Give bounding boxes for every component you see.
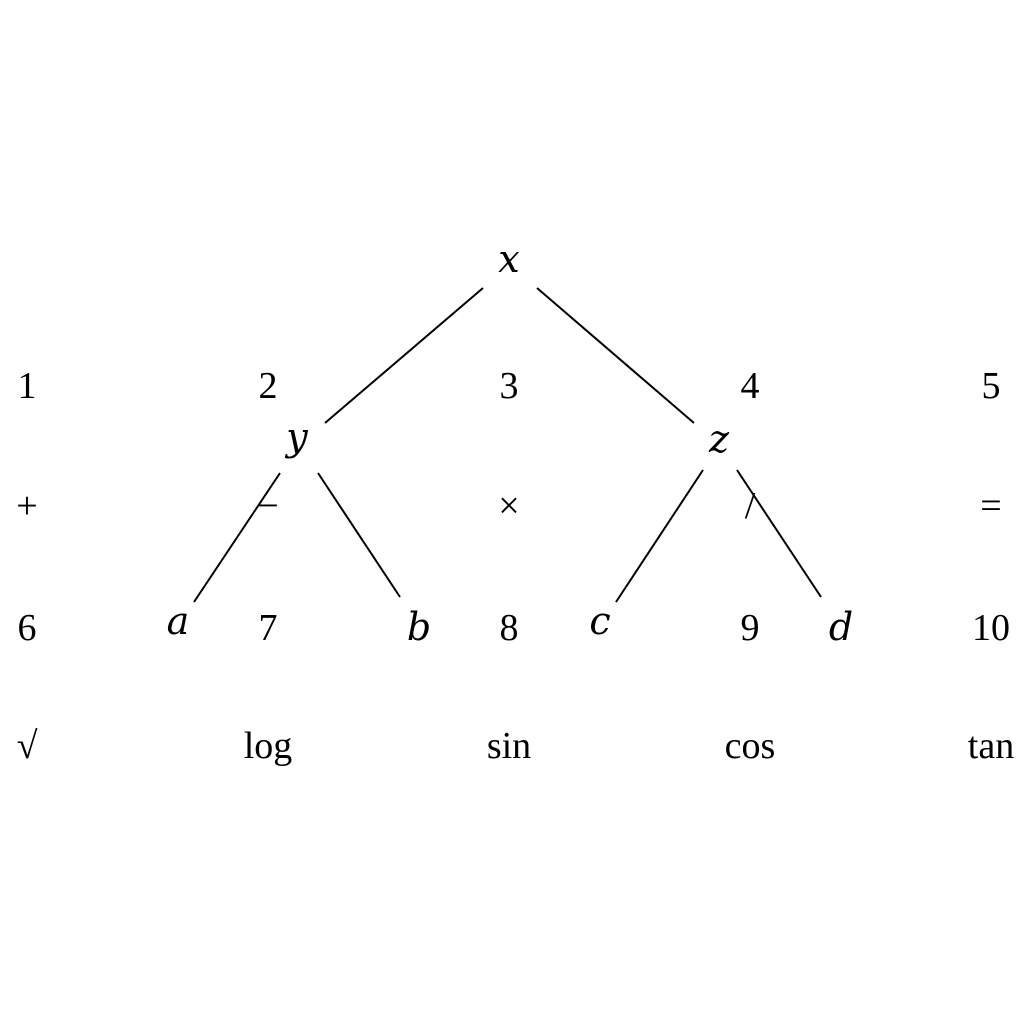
grid-cell-tan: tan — [968, 725, 1014, 767]
symbol-grid: 1 2 3 4 5 + − × / = 6 7 8 9 10 √ log sin… — [16, 365, 1014, 767]
node-z: z — [708, 417, 730, 461]
grid-cell-9: 9 — [741, 607, 760, 649]
grid-cell-times: × — [498, 485, 519, 527]
grid-cell-7: 7 — [259, 607, 278, 649]
edge-y-a — [193, 472, 281, 603]
edge-z-d — [736, 469, 822, 598]
node-y: y — [284, 415, 308, 459]
grid-cell-cos: cos — [725, 725, 776, 767]
node-d: d — [829, 605, 853, 649]
grid-cell-6: 6 — [18, 607, 37, 649]
node-a: a — [167, 599, 190, 643]
grid-cell-3: 3 — [500, 365, 519, 407]
edge-x-y — [324, 287, 484, 424]
tree-nodes: x y z a b c d — [167, 237, 853, 649]
grid-cell-10: 10 — [972, 607, 1010, 649]
grid-cell-equals: = — [980, 485, 1001, 527]
node-x: x — [498, 237, 519, 281]
grid-cell-sin: sin — [487, 725, 531, 767]
tree-edges — [193, 287, 822, 603]
grid-cell-2: 2 — [259, 365, 278, 407]
grid-cell-4: 4 — [741, 365, 760, 407]
node-c: c — [589, 599, 610, 643]
edge-x-z — [536, 287, 695, 424]
grid-cell-divide: / — [745, 485, 756, 527]
edge-z-c — [615, 469, 704, 603]
grid-cell-5: 5 — [982, 365, 1001, 407]
grid-cell-8: 8 — [500, 607, 519, 649]
grid-cell-sqrt: √ — [17, 725, 38, 767]
edge-y-b — [317, 472, 401, 598]
grid-cell-log: log — [244, 725, 293, 767]
grid-cell-1: 1 — [18, 365, 37, 407]
grid-cell-minus: − — [257, 485, 278, 527]
node-b: b — [407, 605, 431, 649]
grid-cell-plus: + — [16, 485, 37, 527]
